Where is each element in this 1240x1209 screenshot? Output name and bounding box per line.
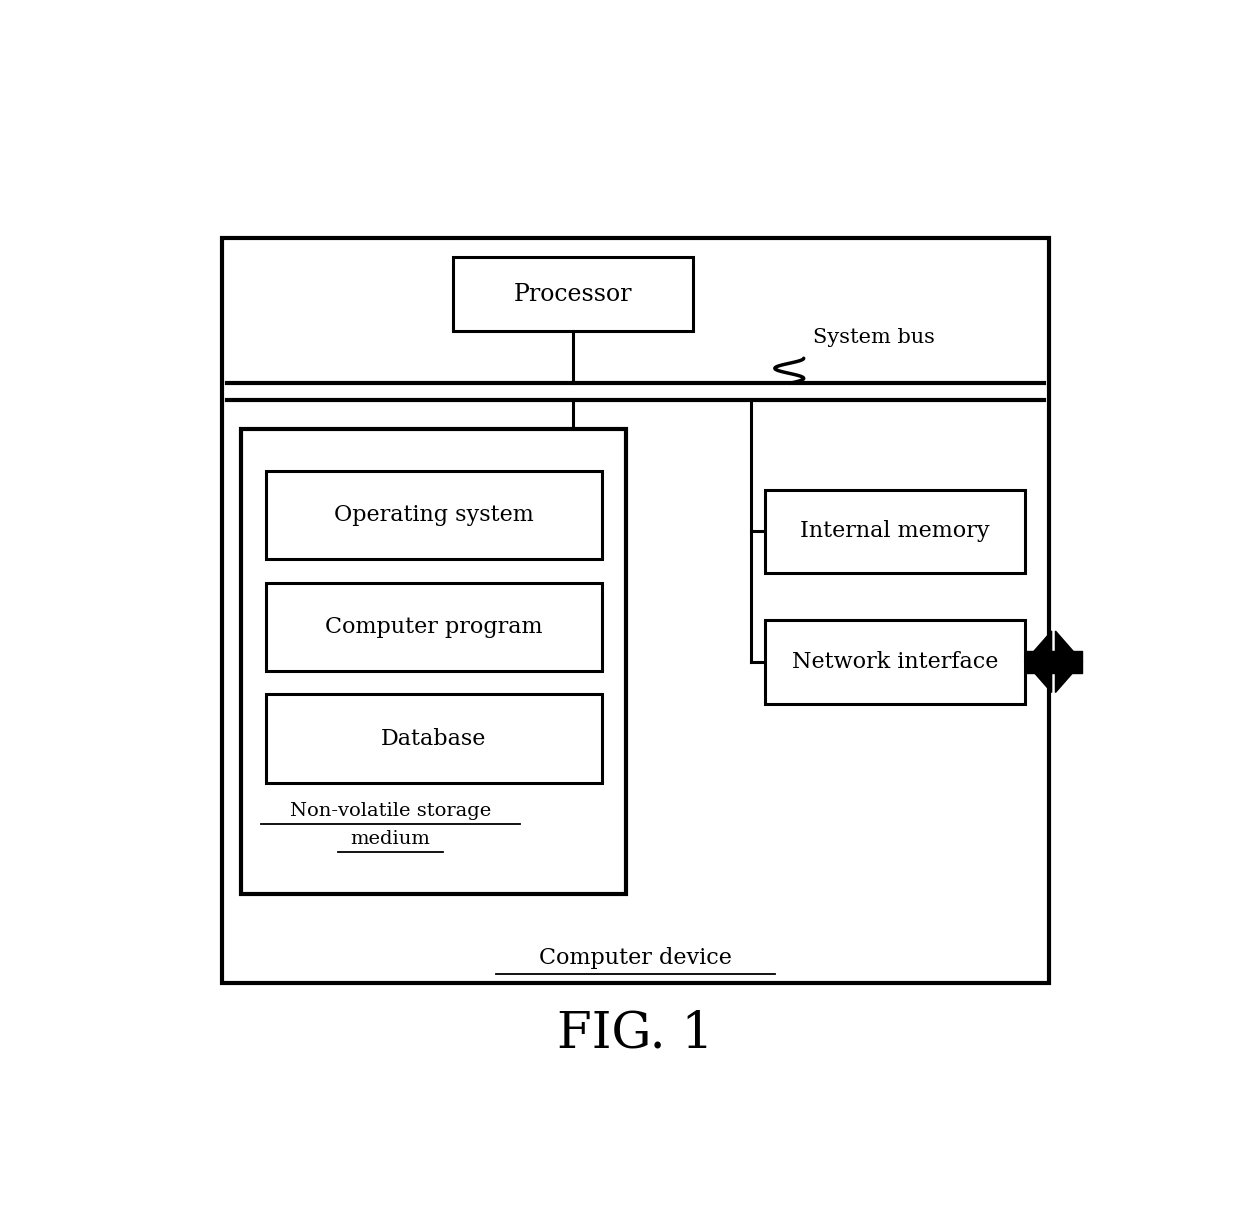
Bar: [453, 256, 693, 331]
Bar: [222, 238, 1049, 983]
Bar: [265, 583, 601, 671]
Polygon shape: [1055, 631, 1083, 693]
Text: Processor: Processor: [513, 283, 632, 306]
Text: Operating system: Operating system: [334, 504, 533, 526]
Text: Database: Database: [381, 728, 486, 750]
Text: FIG. 1: FIG. 1: [557, 1010, 714, 1059]
Text: Network interface: Network interface: [792, 650, 998, 672]
Bar: [765, 490, 1024, 573]
Text: Non-volatile storage: Non-volatile storage: [290, 802, 491, 820]
Text: System bus: System bus: [813, 329, 935, 347]
Bar: [265, 694, 601, 782]
Bar: [765, 620, 1024, 704]
Bar: [265, 470, 601, 560]
Text: Computer device: Computer device: [539, 947, 732, 968]
Text: Internal memory: Internal memory: [800, 520, 990, 543]
Text: Computer program: Computer program: [325, 615, 542, 638]
Bar: [242, 429, 626, 895]
Polygon shape: [1024, 631, 1052, 693]
Text: medium: medium: [351, 829, 430, 848]
